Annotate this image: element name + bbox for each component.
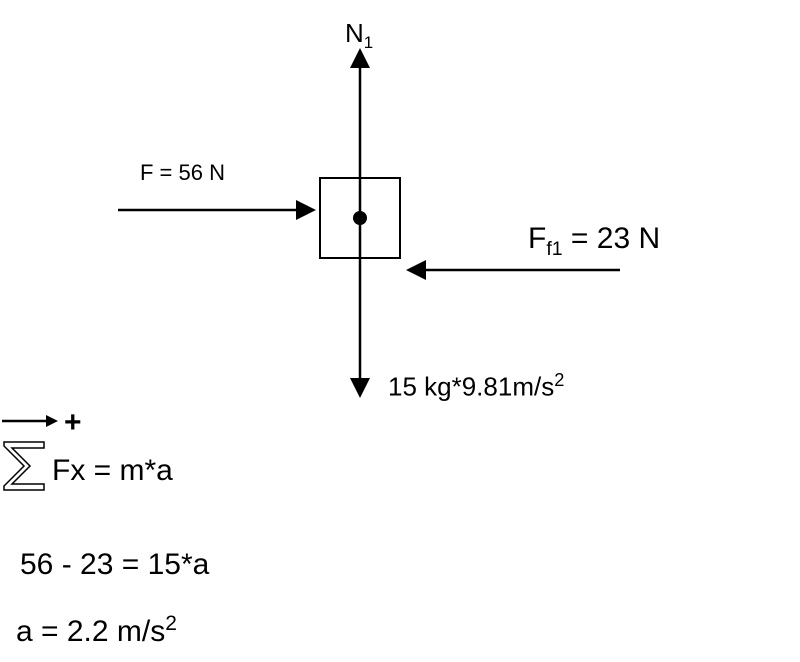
free-body-diagram: N1 F = 56 N Ff1 = 23 N 15 kg*9.81m/s2 + … [0,0,800,662]
result-value: a = 2.2 m/s [16,615,165,648]
friction-force-label: Ff1 = 23 N [528,222,660,261]
equation-substitution: 56 - 23 = 15*a [20,548,209,582]
friction-value: = 23 N [563,222,661,255]
applied-force-label: F = 56 N [140,160,225,186]
weight-label: 15 kg*9.81m/s2 [388,370,564,403]
equation-result: a = 2.2 m/s2 [16,612,177,649]
normal-force-symbol: N [345,18,364,48]
normal-force-label: N1 [345,18,373,53]
equation-sum-forces: Fx = m*a [52,454,173,488]
result-exponent: 2 [165,612,177,635]
friction-symbol: F [528,222,546,255]
positive-direction-plus: + [64,406,82,440]
weight-value: 15 kg*9.81m/s [388,372,554,402]
friction-subscript: f1 [546,238,562,260]
normal-force-subscript: 1 [364,33,373,52]
sigma-icon [4,442,44,490]
weight-exponent: 2 [554,370,564,390]
